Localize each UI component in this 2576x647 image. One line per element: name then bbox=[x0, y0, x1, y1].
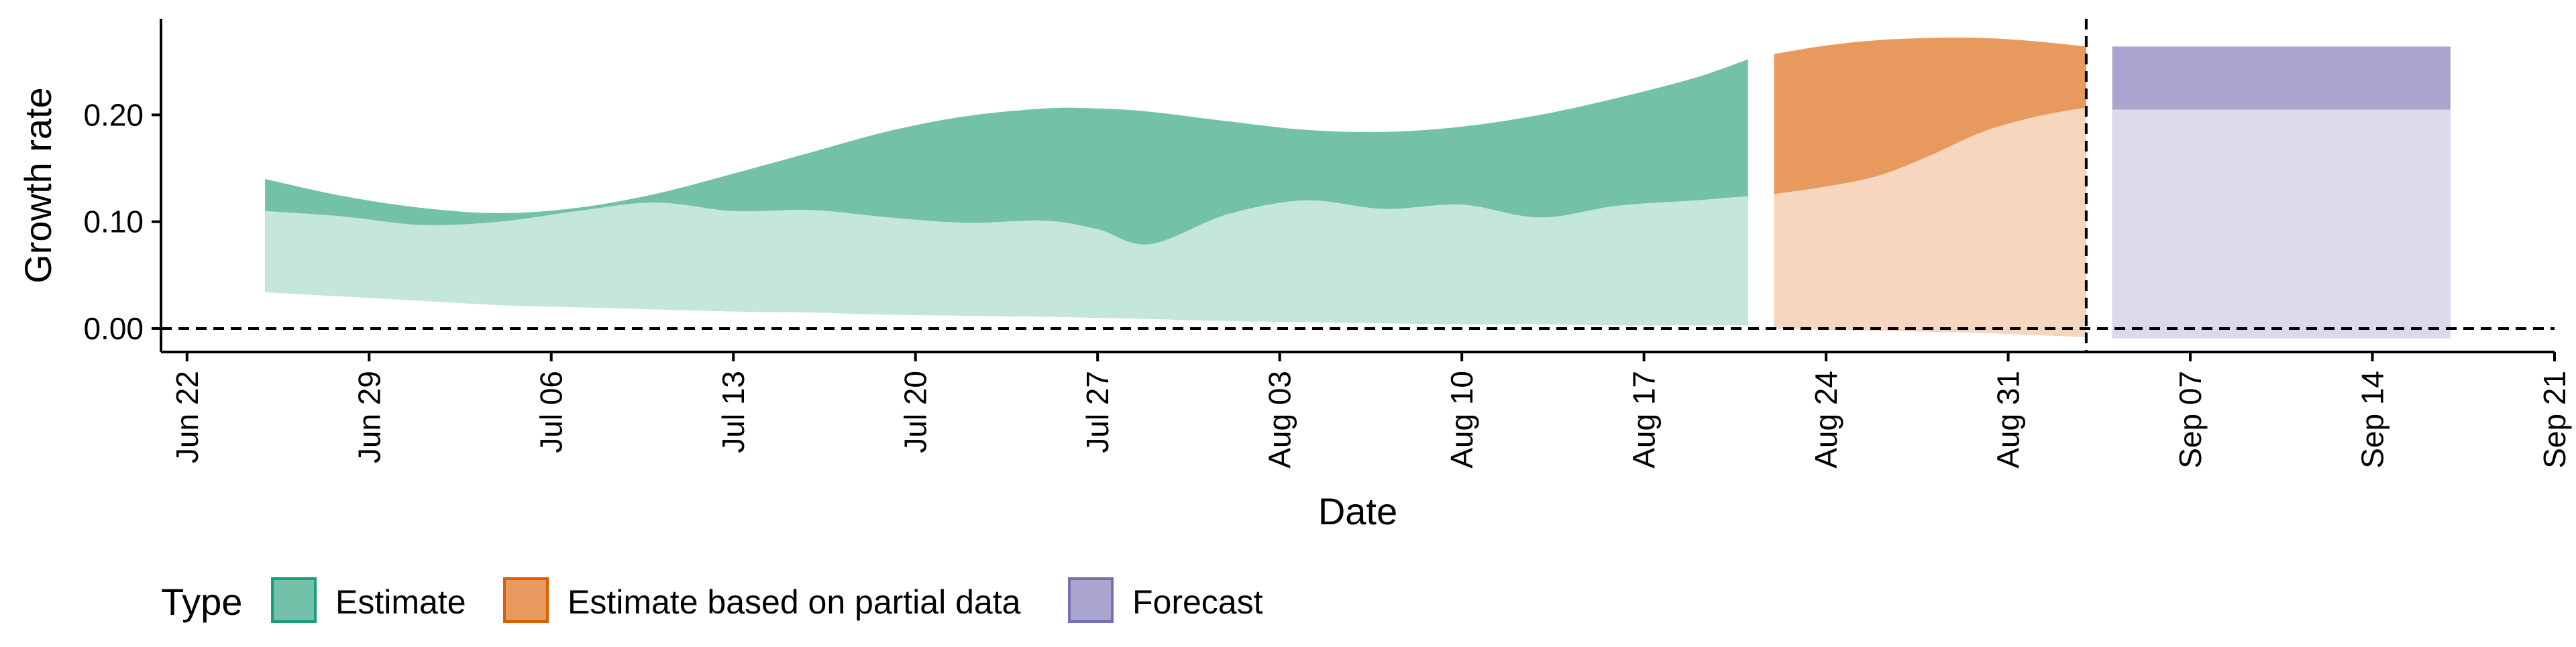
y-tick-label: 0.20 bbox=[83, 97, 144, 132]
x-tick-label: Jul 27 bbox=[1080, 371, 1115, 453]
y-tick-label: 0.00 bbox=[83, 311, 144, 346]
x-axis-title: Date bbox=[1318, 490, 1397, 532]
legend-key bbox=[503, 577, 549, 623]
series-inner-band bbox=[265, 196, 1748, 326]
legend-label: Estimate bbox=[335, 583, 466, 621]
series-0 bbox=[265, 59, 1748, 326]
x-tick-label: Aug 10 bbox=[1444, 371, 1479, 469]
x-tick-label: Sep 14 bbox=[2355, 371, 2390, 469]
x-tick-label: Sep 21 bbox=[2537, 371, 2572, 469]
legend-key bbox=[1068, 577, 1114, 623]
x-tick-label: Jul 06 bbox=[534, 371, 569, 453]
legend-label: Estimate based on partial data bbox=[568, 583, 1021, 621]
y-axis-title: Growth rate bbox=[17, 87, 59, 284]
series-1 bbox=[1774, 38, 2086, 337]
legend-label: Forecast bbox=[1132, 583, 1263, 621]
plot-area bbox=[265, 38, 2451, 339]
series-inner-band bbox=[1774, 107, 2086, 337]
y-tick-label: 0.10 bbox=[83, 204, 144, 239]
x-tick-label: Aug 17 bbox=[1627, 371, 1662, 469]
x-tick-label: Aug 31 bbox=[1991, 371, 2026, 469]
x-tick-label: Aug 03 bbox=[1263, 371, 1297, 469]
x-tick-label: Jul 13 bbox=[716, 371, 751, 453]
legend-key bbox=[271, 577, 317, 623]
series-inner-band bbox=[2112, 109, 2451, 339]
x-tick-label: Aug 24 bbox=[1809, 371, 1843, 469]
legend-title: Type bbox=[161, 581, 242, 623]
x-tick-label: Jun 22 bbox=[170, 371, 205, 463]
x-tick-label: Jun 29 bbox=[352, 371, 386, 463]
series-2 bbox=[2112, 46, 2451, 339]
x-tick-label: Sep 07 bbox=[2173, 371, 2208, 469]
legend: Type Estimate Estimate based on partial da… bbox=[161, 577, 1263, 623]
x-tick-label: Jul 20 bbox=[898, 371, 933, 453]
